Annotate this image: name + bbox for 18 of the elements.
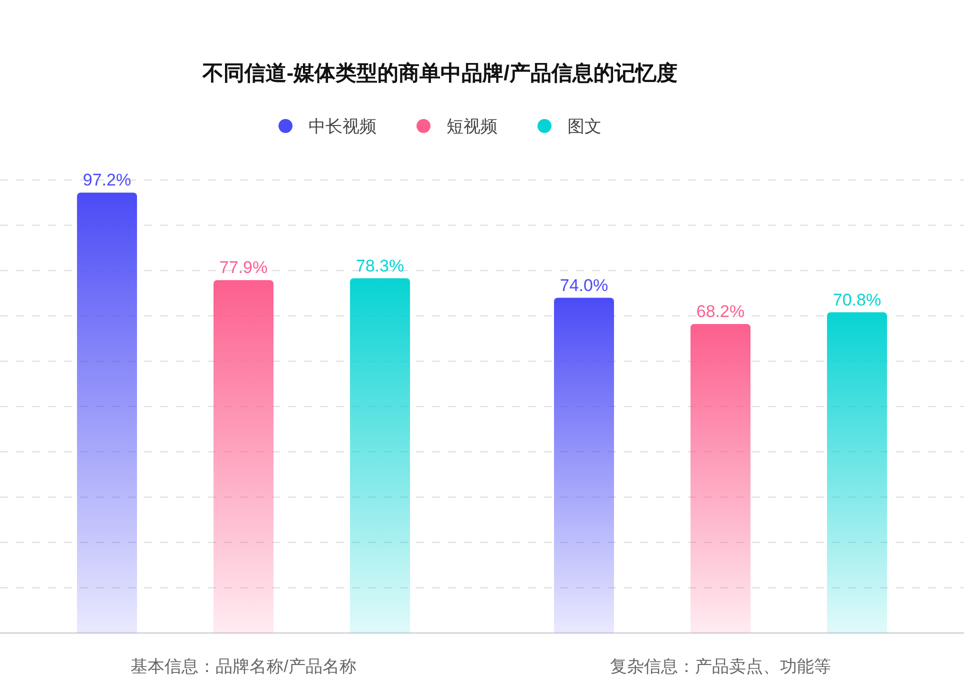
data-label: 78.3% — [356, 256, 404, 276]
legend-label: 短视频 — [446, 117, 498, 136]
legend-label: 中长视频 — [308, 117, 376, 136]
chart-title: 不同信道-媒体类型的商单中品牌/产品信息的记忆度 — [202, 61, 678, 85]
legend-label: 图文 — [568, 117, 602, 136]
bar — [827, 312, 887, 633]
bar — [350, 278, 410, 633]
data-label: 68.2% — [696, 302, 745, 322]
data-label: 77.9% — [219, 258, 268, 278]
bar — [554, 298, 614, 633]
data-label: 74.0% — [560, 276, 608, 295]
data-label: 70.8% — [832, 290, 882, 310]
bar — [214, 280, 274, 633]
x-tick-label: 复杂信息：产品卖点、功能等 — [610, 657, 831, 676]
bar — [690, 324, 750, 633]
data-label: 97.2% — [82, 170, 132, 190]
x-tick-label: 基本信息：品牌名称/产品名称 — [130, 657, 356, 676]
bar — [77, 192, 137, 633]
